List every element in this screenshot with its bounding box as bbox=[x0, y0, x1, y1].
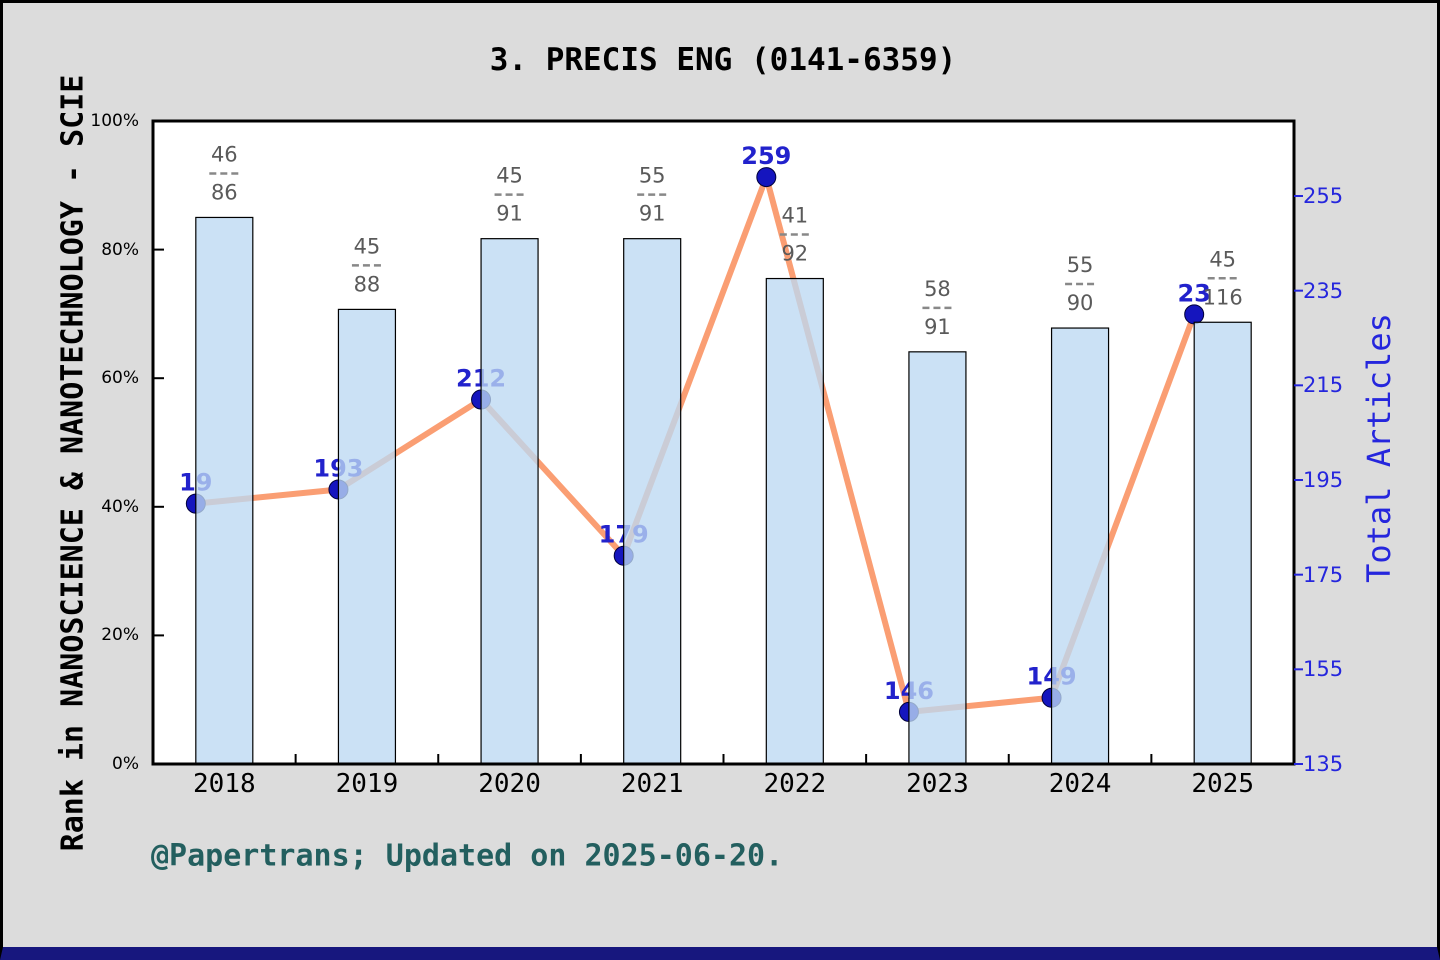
year-label-2023: 2023 bbox=[906, 769, 969, 799]
year-label-2024: 2024 bbox=[1048, 769, 1112, 799]
rank-bar-2021 bbox=[623, 238, 682, 765]
rank-numerator-2024: 55 bbox=[1067, 253, 1094, 277]
plot-background bbox=[153, 121, 1294, 764]
year-label-2022: 2022 bbox=[763, 769, 827, 799]
left-axis-tick-label: 20% bbox=[101, 625, 139, 646]
rank-denominator-2018: 86 bbox=[211, 180, 238, 204]
rank-bar-2024 bbox=[1050, 327, 1110, 765]
rank-numerator-2021: 55 bbox=[639, 164, 666, 188]
left-axis-tick-label: 80% bbox=[101, 239, 139, 260]
left-axis-tick-label: 100% bbox=[90, 111, 139, 131]
rank-bar-2018 bbox=[195, 216, 254, 765]
left-axis-tick-label: 0% bbox=[112, 754, 139, 774]
left-axis-tick-label: 40% bbox=[101, 496, 139, 517]
right-axis-tick-label: 195 bbox=[1303, 468, 1344, 492]
rank-bar-2023 bbox=[908, 351, 967, 765]
data-point-2022 bbox=[756, 167, 777, 188]
left-axis-tick-label: 60% bbox=[101, 368, 139, 389]
year-label-2020: 2020 bbox=[478, 769, 541, 799]
data-point-2025 bbox=[1184, 304, 1205, 325]
right-axis-tick-label: 155 bbox=[1303, 657, 1344, 682]
plot-area: 1919321217925914614923468645884591559141… bbox=[151, 119, 1303, 766]
year-label-2018: 2018 bbox=[193, 769, 256, 799]
rank-bar-2019 bbox=[337, 308, 397, 765]
point-label-2022: 259 bbox=[741, 142, 791, 170]
rank-denominator-2023: 91 bbox=[924, 315, 951, 339]
rank-numerator-2023: 58 bbox=[924, 277, 951, 301]
rank-numerator-2018: 46 bbox=[211, 142, 238, 166]
rank-denominator-2021: 91 bbox=[639, 202, 666, 226]
rank-denominator-2022: 92 bbox=[781, 242, 808, 266]
rank-denominator-2024: 90 bbox=[1067, 291, 1094, 315]
right-axis-tick-label: 255 bbox=[1303, 184, 1344, 208]
rank-numerator-2019: 45 bbox=[354, 234, 381, 258]
point-label-2025: 23 bbox=[1177, 279, 1210, 307]
right-axis-tick-label: 175 bbox=[1303, 562, 1344, 587]
rank-denominator-2020: 91 bbox=[496, 202, 523, 226]
rank-denominator-2025: 116 bbox=[1203, 285, 1243, 309]
right-axis-tick-label: 235 bbox=[1303, 278, 1344, 303]
rank-numerator-2025: 45 bbox=[1209, 247, 1236, 271]
year-label-2021: 2021 bbox=[620, 769, 684, 799]
year-label-2025: 2025 bbox=[1191, 769, 1254, 799]
right-axis-tick-label: 215 bbox=[1303, 373, 1344, 398]
footer-credit: @Papertrans; Updated on 2025-06-20. bbox=[151, 838, 784, 874]
rank-bar-2022 bbox=[765, 277, 824, 765]
rank-bar-2020 bbox=[480, 238, 539, 765]
rank-numerator-2022: 41 bbox=[781, 204, 808, 228]
rank-numerator-2020: 45 bbox=[496, 164, 523, 188]
rank-denominator-2019: 88 bbox=[354, 272, 381, 296]
right-axis-tick-label: 135 bbox=[1303, 752, 1344, 776]
rank-bar-2025 bbox=[1193, 321, 1252, 765]
year-label-2019: 2019 bbox=[335, 769, 399, 799]
chart-title: 3. PRECIS ENG (0141-6359) bbox=[489, 42, 957, 78]
